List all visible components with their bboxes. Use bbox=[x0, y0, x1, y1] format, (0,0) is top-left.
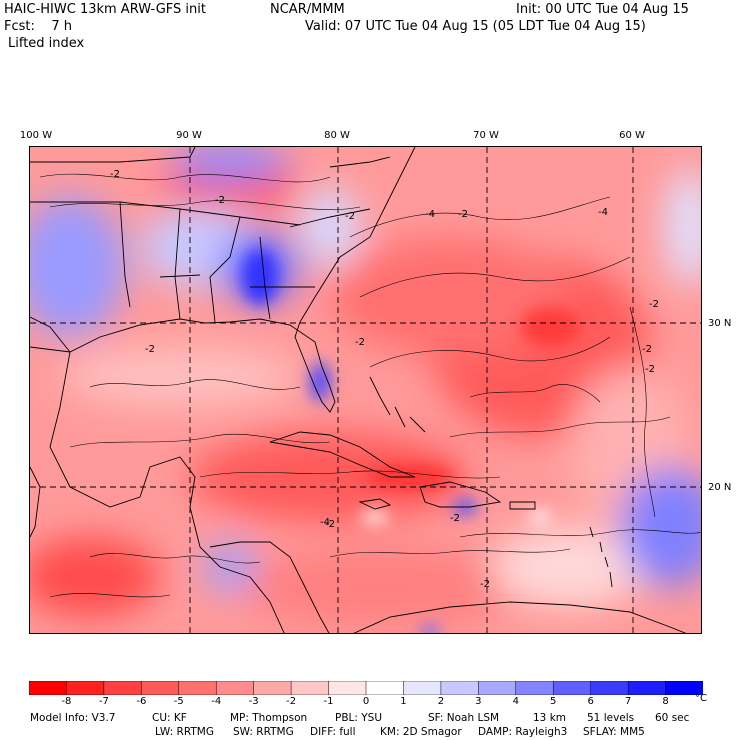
colorbar-tick-label: 2 bbox=[437, 696, 445, 707]
contour-label: -2 bbox=[642, 344, 652, 355]
colorbar-swatch bbox=[440, 681, 480, 695]
colorbar-tick-label: -1 bbox=[323, 696, 334, 707]
map-canvas: -2 -2 -2 -2 -2 -2 -2 -2 -2 -2 -4 -4 -4 -… bbox=[30, 147, 701, 633]
colorbar-swatch bbox=[215, 681, 255, 695]
footer-pbl: PBL: YSU bbox=[335, 712, 383, 724]
colorbar-tick-label: -4 bbox=[211, 696, 222, 707]
contour-label: -2 bbox=[649, 299, 659, 310]
footer-levels: 51 levels bbox=[587, 712, 635, 724]
contour-label: -4 bbox=[320, 517, 330, 528]
colorbar-tick-label: -6 bbox=[136, 696, 147, 707]
contour-label: -2 bbox=[458, 209, 468, 220]
contour-label: -2 bbox=[645, 364, 655, 375]
contour-label: -2 bbox=[345, 211, 355, 222]
lon-label-80w: 80 W bbox=[324, 130, 350, 141]
org-label: NCAR/MMM bbox=[270, 2, 345, 17]
colorbar bbox=[29, 681, 703, 695]
colorbar-tick-label: 1 bbox=[400, 696, 407, 707]
colorbar-swatch bbox=[590, 681, 629, 695]
colorbar-tick-label: 0 bbox=[362, 696, 370, 707]
lat-label-20n: 20 N bbox=[708, 482, 732, 493]
contour-label: -2 bbox=[110, 169, 120, 180]
init-time: Init: 00 UTC Tue 04 Aug 15 bbox=[516, 2, 689, 17]
footer-damp: DAMP: Rayleigh3 bbox=[478, 726, 568, 738]
colorbar-swatch bbox=[253, 681, 292, 695]
colorbar-swatch bbox=[141, 681, 180, 695]
contour-label: -4 bbox=[598, 207, 608, 218]
footer-resolution: 13 km bbox=[533, 712, 567, 724]
colorbar-swatch bbox=[178, 681, 217, 695]
lon-label-100w: 100 W bbox=[19, 130, 53, 141]
contour-label: -2 bbox=[450, 513, 460, 524]
colorbar-tick-label: -3 bbox=[248, 696, 259, 707]
colorbar-swatch bbox=[66, 681, 105, 695]
colorbar-tick-label: 6 bbox=[587, 696, 594, 707]
lon-label-90w: 90 W bbox=[176, 130, 202, 141]
coastlines bbox=[30, 147, 687, 633]
lon-label-60w: 60 W bbox=[619, 130, 645, 141]
contour-label: -4 bbox=[425, 209, 435, 220]
colorbar-swatch bbox=[665, 681, 703, 695]
colorbar-tick-label: -7 bbox=[98, 696, 109, 707]
field-shading bbox=[30, 147, 701, 627]
colorbar-tick-label: 7 bbox=[624, 696, 632, 707]
footer-mp: MP: Thompson bbox=[230, 712, 308, 724]
valid-time: Valid: 07 UTC Tue 04 Aug 15 (05 LDT Tue … bbox=[305, 19, 646, 34]
contour-label: -2 bbox=[215, 195, 225, 206]
colorbar-swatch bbox=[515, 681, 554, 695]
latlon-grid bbox=[30, 147, 701, 633]
colorbar-swatch bbox=[403, 681, 442, 695]
field-name: Lifted index bbox=[8, 36, 85, 51]
colorbar-swatch bbox=[290, 681, 330, 695]
footer-lw: LW: RRTMG bbox=[155, 726, 214, 738]
contour-label: -2 bbox=[325, 519, 335, 530]
colorbar-swatch bbox=[103, 681, 143, 695]
colorbar-tick-label: -8 bbox=[61, 696, 72, 707]
footer-timestep: 60 sec bbox=[655, 712, 690, 724]
footer-sf: SF: Noah LSM bbox=[428, 712, 500, 724]
colorbar-swatch bbox=[552, 681, 592, 695]
contour-labels: -2 -2 -2 -2 -2 -2 -2 -2 -2 -2 -4 -4 -4 -… bbox=[110, 169, 659, 590]
colorbar-tick-label: 3 bbox=[475, 696, 482, 707]
footer-sflay: SFLAY: MM5 bbox=[583, 726, 645, 738]
footer-model-info: Model Info: V3.7 bbox=[30, 712, 116, 724]
lifted-index-map: -2 -2 -2 -2 -2 -2 -2 -2 -2 -2 -4 -4 -4 -… bbox=[29, 146, 702, 634]
lon-label-70w: 70 W bbox=[473, 130, 499, 141]
field-detail bbox=[242, 249, 580, 633]
contour-label: -2 bbox=[480, 579, 490, 590]
model-title: HAIC-HIWC 13km ARW-GFS init bbox=[4, 2, 206, 17]
colorbar-tick-label: 8 bbox=[662, 696, 669, 707]
footer-sw: SW: RRTMG bbox=[233, 726, 294, 738]
colorbar-swatch bbox=[29, 681, 68, 695]
colorbar-tick-label: 5 bbox=[550, 696, 557, 707]
colorbar-swatch bbox=[365, 681, 405, 695]
contour-label: -2 bbox=[355, 337, 365, 348]
colorbar-tick-label: 4 bbox=[512, 696, 519, 707]
footer-diff: DIFF: full bbox=[310, 726, 356, 738]
contour-label: -2 bbox=[145, 344, 155, 355]
colorbar-swatch bbox=[478, 681, 517, 695]
colorbar-tick-label: -5 bbox=[173, 696, 184, 707]
forecast-hour: Fcst: 7 h bbox=[4, 19, 73, 34]
lat-label-30n: 30 N bbox=[708, 318, 732, 329]
colorbar-tick-label: -2 bbox=[286, 696, 297, 707]
colorbar-swatch bbox=[328, 681, 367, 695]
footer-km: KM: 2D Smagor bbox=[380, 726, 462, 738]
colorbar-unit: °C bbox=[695, 693, 707, 704]
footer-cu: CU: KF bbox=[152, 712, 187, 724]
colorbar-swatch bbox=[627, 681, 667, 695]
